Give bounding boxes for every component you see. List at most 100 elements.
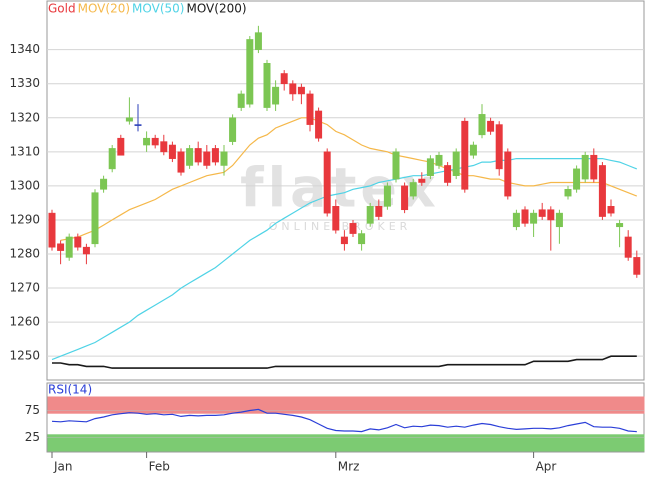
y-tick-label: 1310 [9, 144, 40, 158]
candle-body [375, 206, 383, 217]
y-tick-label: 1270 [9, 281, 40, 295]
candle-body [538, 209, 546, 217]
candle-body [117, 137, 125, 156]
candle-body [160, 141, 168, 153]
candle-body [598, 165, 606, 217]
main-panel [46, 0, 645, 381]
candle-body [358, 233, 366, 245]
candle-body [177, 151, 185, 173]
candle-body [521, 209, 529, 224]
candle-body [48, 212, 56, 248]
candle-body [211, 148, 219, 163]
y-tick-label: 1280 [9, 247, 40, 261]
candle-body [74, 236, 82, 248]
candle-body [435, 154, 443, 166]
candle-body [289, 83, 297, 95]
candle-body [487, 120, 495, 132]
candle-body [607, 206, 615, 214]
moving-average-line [60, 117, 638, 241]
candle-body [229, 117, 237, 142]
legend-entry: MOV(200) [186, 2, 246, 16]
candle-body [555, 212, 563, 228]
candle-body [444, 165, 452, 183]
y-tick-label: 1290 [9, 212, 40, 226]
candle-body [306, 93, 314, 125]
candle-body [323, 151, 331, 214]
candle-body [220, 151, 228, 166]
x-tick-label: Mrz [338, 460, 360, 474]
candle-body [392, 151, 400, 180]
legend-entry: MOV(50) [132, 2, 184, 16]
rsi-line [51, 408, 637, 433]
candle-body [108, 148, 116, 170]
y-tick-label: 1260 [9, 315, 40, 329]
candle-body [478, 114, 486, 136]
candle-body [186, 148, 194, 166]
y-tick-label: 1340 [9, 42, 40, 56]
candle-body [254, 32, 262, 50]
candle-body [57, 243, 65, 251]
candle-body [461, 120, 469, 190]
moving-average-line [52, 355, 637, 369]
legend-entry: RSI(14) [48, 383, 92, 397]
candle-body [91, 192, 99, 245]
candle-body [633, 257, 641, 275]
candle-body [512, 212, 520, 228]
candle-body [168, 144, 176, 159]
x-tick-label: Jan [53, 460, 73, 474]
candle-body [383, 185, 391, 207]
candle-body [332, 206, 340, 231]
candle-body [134, 124, 142, 126]
candle-body [616, 223, 624, 228]
candle-body [272, 86, 280, 105]
candle-body [82, 246, 90, 255]
candle-body [469, 144, 477, 156]
candle-body [547, 209, 555, 221]
candle-body [65, 236, 73, 258]
candle-body [564, 188, 572, 197]
y-tick-label: 75 [25, 403, 40, 417]
watermark-sub: ONLINE BROKER [269, 220, 412, 233]
candle-body [581, 154, 589, 180]
moving-average-line [51, 158, 638, 361]
rsi-band [47, 396, 645, 414]
candle-body [418, 178, 426, 183]
legend-entry: Gold [48, 2, 76, 16]
y-tick-label: 1250 [9, 349, 40, 363]
candle-body [495, 124, 503, 170]
candle-body [151, 137, 159, 146]
y-tick-label: 1330 [9, 76, 40, 90]
candle-body [590, 154, 598, 180]
x-tick-label: Feb [149, 460, 170, 474]
candle-body [100, 178, 108, 190]
candle-body [280, 73, 288, 85]
candle-body [125, 117, 133, 122]
candle-body [349, 223, 357, 234]
candle-body [426, 158, 434, 176]
candle-body [237, 93, 245, 108]
rsi-band [47, 434, 645, 452]
candle-body [409, 182, 417, 197]
y-tick-label: 1320 [9, 110, 40, 124]
candle-body [297, 86, 305, 95]
candle-body [504, 151, 512, 197]
candle-body [452, 151, 460, 176]
candle-body [143, 137, 151, 146]
candle-body [315, 110, 323, 139]
y-tick-label: 1300 [9, 178, 40, 192]
legend-entry: MOV(20) [78, 2, 130, 16]
candle-body [263, 62, 271, 108]
candle-body [246, 39, 254, 105]
candle-body [366, 206, 374, 224]
candle-body [340, 236, 348, 245]
y-tick-label: 25 [25, 430, 40, 444]
candle-body [401, 185, 409, 211]
candle-body [203, 151, 211, 166]
candle-body [194, 148, 202, 163]
candle-body [573, 168, 581, 190]
candle-body [624, 236, 632, 258]
candle-body [530, 212, 538, 224]
x-tick-label: Apr [536, 460, 557, 474]
